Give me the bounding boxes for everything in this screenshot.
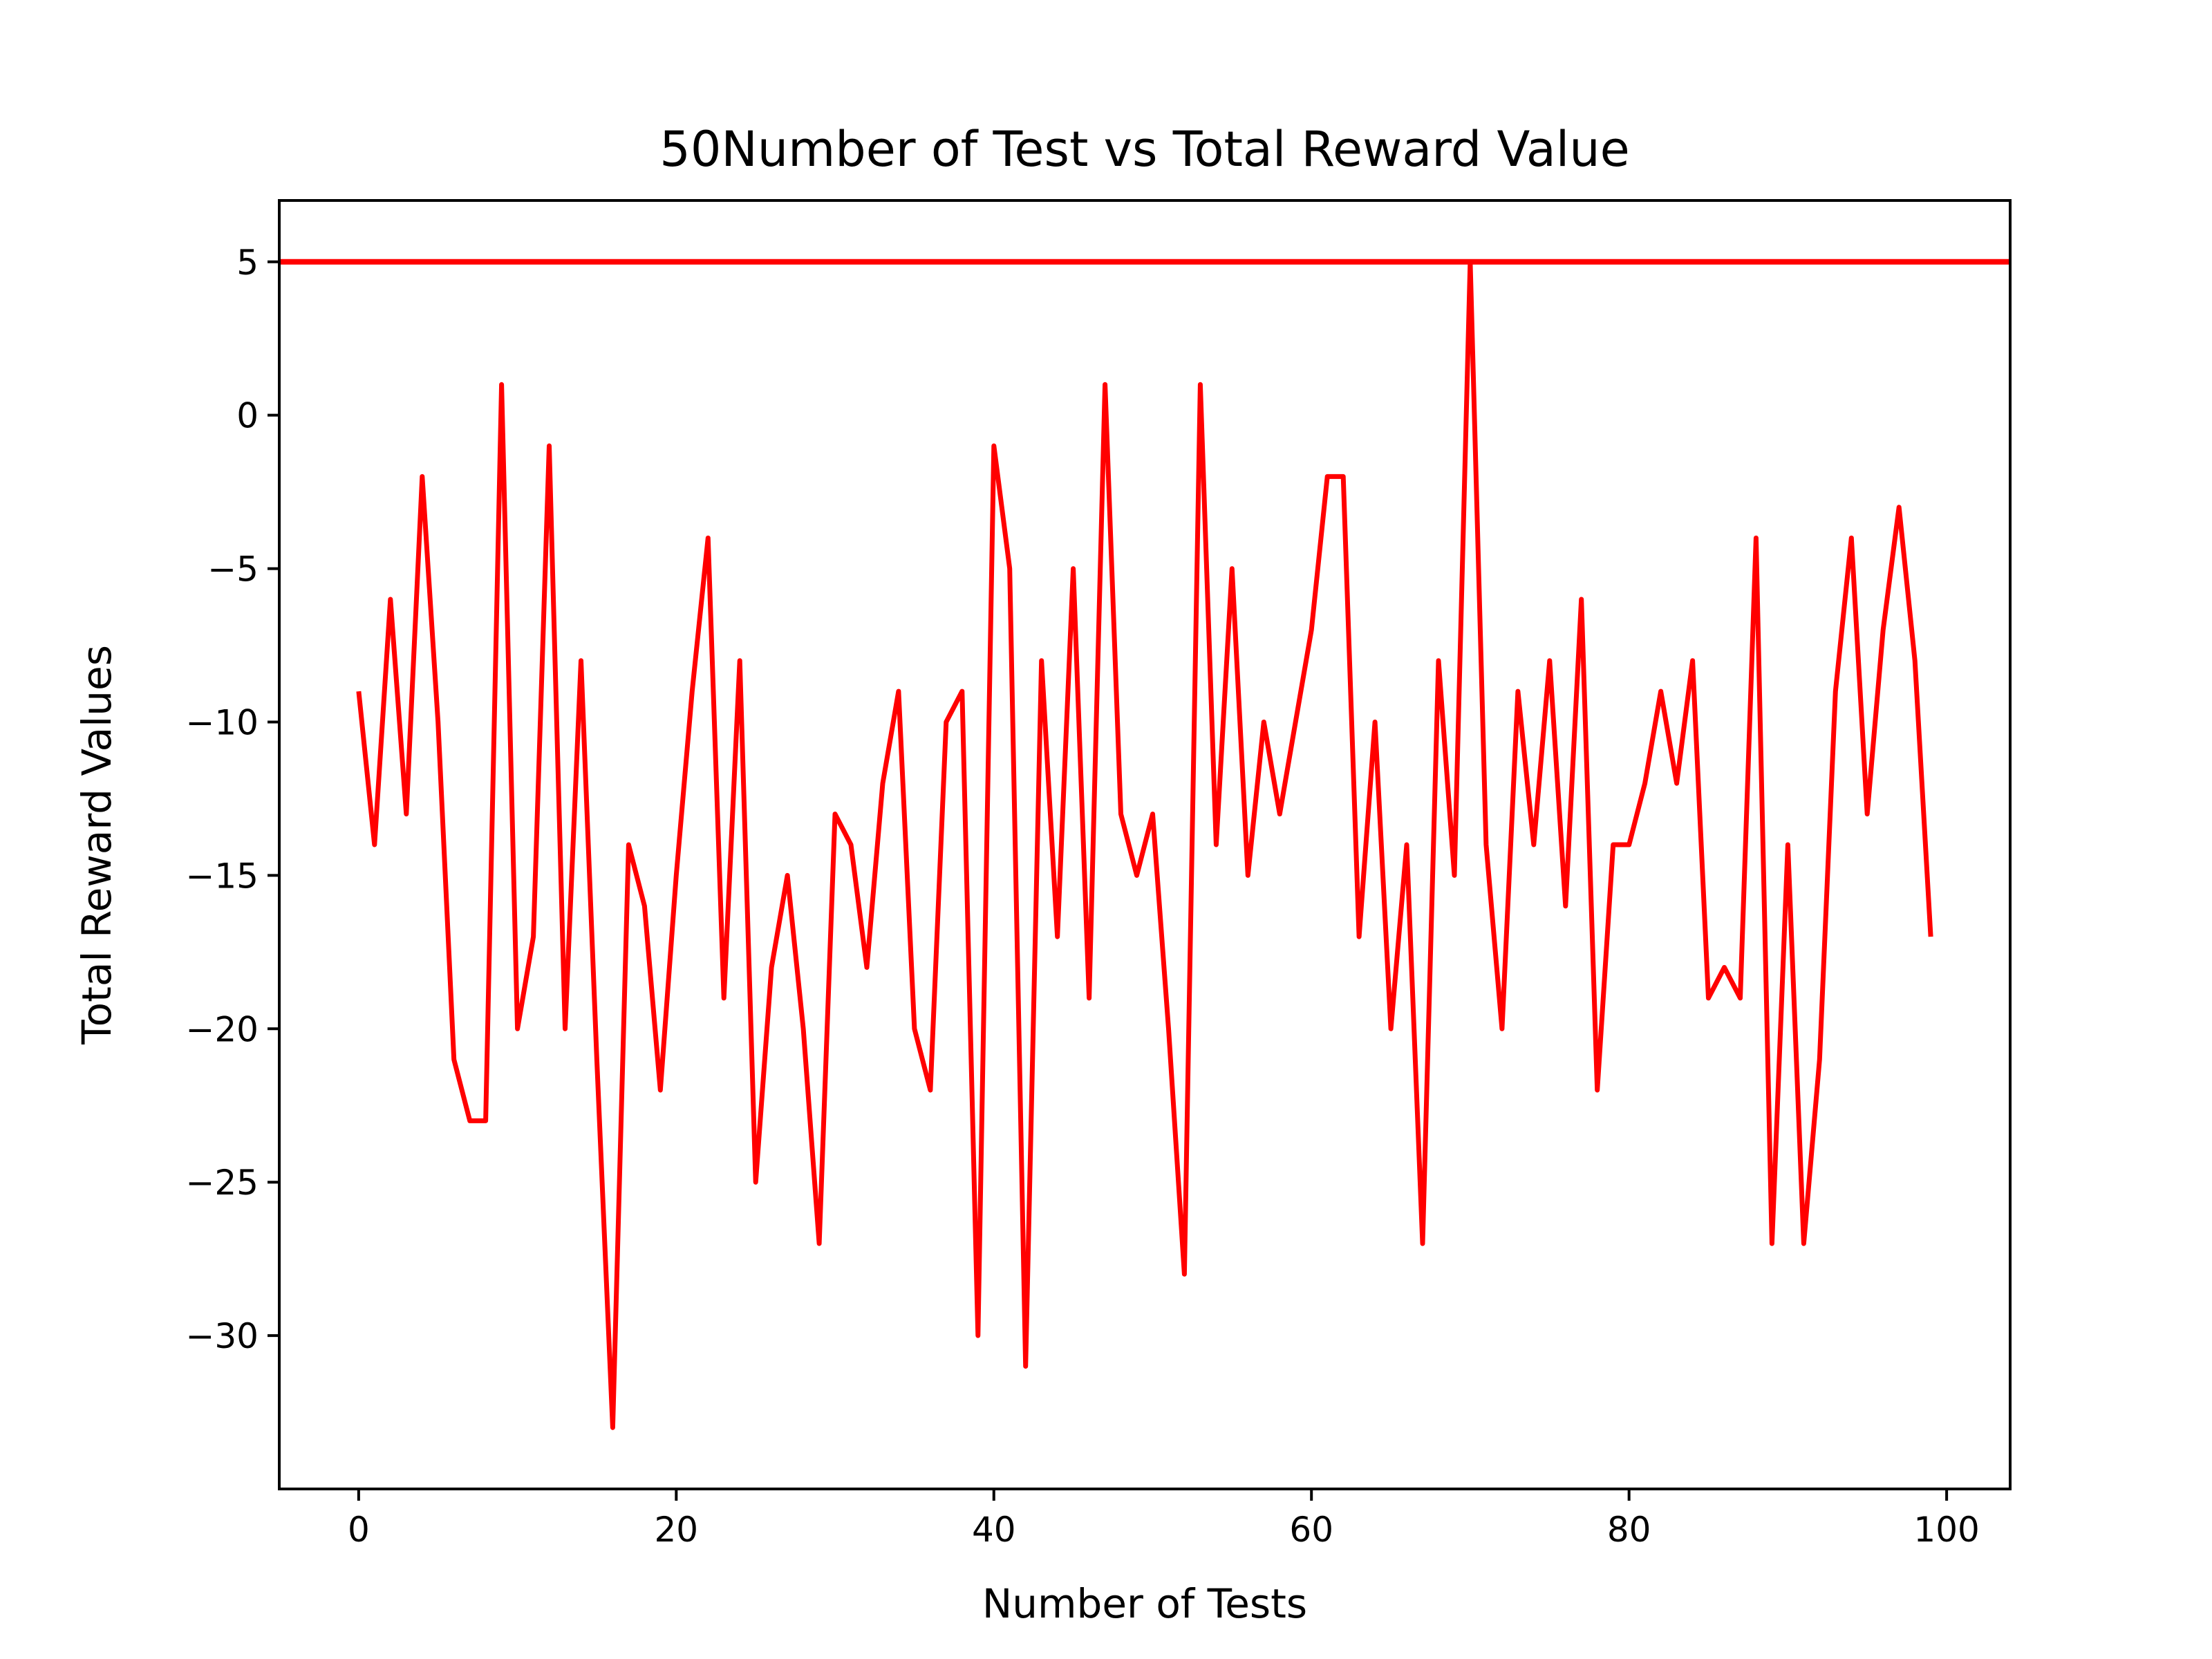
x-tick-label: 80 [1607,1510,1651,1550]
y-tick-label: −20 [185,1009,259,1049]
y-tick-label: −5 [207,550,259,590]
x-tick-label: 60 [1289,1510,1333,1550]
y-tick-label: −15 [185,856,259,896]
plot-area [278,199,2012,1490]
x-tick-label: 40 [972,1510,1016,1550]
x-tick-label: 20 [654,1510,698,1550]
y-tick-label: 0 [236,396,259,436]
x-tick-label: 100 [1913,1510,1979,1550]
y-tick-label: 5 [236,243,259,283]
x-tick-label: 0 [348,1510,370,1550]
chart-title: 50Number of Test vs Total Reward Value [659,121,1629,178]
y-axis-title: Total Reward Values [73,645,120,1045]
y-axis: 5 0 −5 −10 −15 −20 −25 −30 [185,243,279,1356]
y-tick-label: −10 [185,702,259,742]
series-line [356,259,1933,1430]
x-axis-title: Number of Tests [982,1580,1307,1627]
series-group [356,259,1933,1430]
x-axis: 0 20 40 60 80 100 [348,1489,1980,1550]
y-tick-label: −25 [185,1163,259,1203]
plot-frame [278,199,2012,1490]
y-tick-label: −30 [185,1316,259,1356]
